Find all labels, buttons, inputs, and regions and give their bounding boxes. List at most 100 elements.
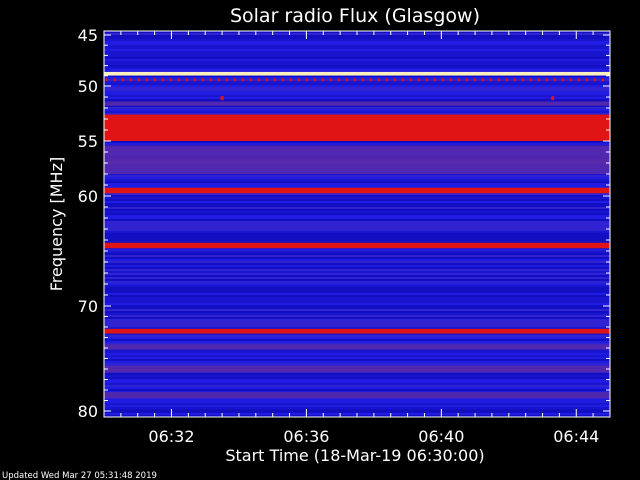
texture-row (104, 361, 610, 363)
texture-row (104, 111, 610, 113)
texture-row (104, 95, 610, 97)
band-dot (458, 78, 460, 82)
texture-row (104, 141, 610, 143)
texture-row (104, 327, 610, 329)
texture-row (104, 377, 610, 379)
x-tick-label: 06:36 (283, 427, 329, 446)
texture-row (104, 313, 610, 315)
texture-row (104, 287, 610, 289)
texture-row (104, 109, 610, 111)
texture-row (104, 259, 610, 261)
texture-row (104, 279, 610, 281)
texture-row (104, 89, 610, 91)
texture-row (104, 75, 610, 77)
band-dot (266, 78, 268, 82)
band-dot (178, 78, 180, 82)
y-tick-label: 80 (78, 402, 98, 421)
band-dot (594, 78, 596, 82)
texture-row (104, 335, 610, 337)
texture-row (104, 333, 610, 335)
band-dot (538, 78, 540, 82)
texture-row (104, 105, 610, 107)
texture-row (104, 357, 610, 359)
band-dot (506, 78, 508, 82)
texture-row (104, 193, 610, 195)
texture-row (104, 285, 610, 287)
texture-row (104, 59, 610, 61)
texture-row (104, 257, 610, 259)
texture-row (104, 241, 610, 243)
band-dot (402, 78, 404, 82)
band-dot (370, 78, 372, 82)
texture-row (104, 407, 610, 409)
texture-row (104, 49, 610, 51)
texture-row (104, 249, 610, 251)
texture-row (104, 269, 610, 271)
texture-row (104, 175, 610, 177)
band-dot (162, 78, 164, 82)
texture-row (104, 85, 610, 87)
texture-row (104, 389, 610, 391)
band-dot (194, 78, 196, 82)
band-dot (218, 78, 220, 82)
texture-row (104, 179, 610, 181)
texture-row (104, 359, 610, 361)
texture-row (104, 81, 610, 83)
texture-row (104, 217, 610, 219)
band-dot (322, 78, 324, 82)
signal-marker (551, 96, 555, 101)
texture-row (104, 225, 610, 227)
x-tick-label: 06:40 (418, 427, 464, 446)
texture-row (104, 143, 610, 145)
texture-row (104, 383, 610, 385)
texture-row (104, 47, 610, 49)
texture-row (104, 271, 610, 273)
texture-row (104, 195, 610, 197)
band-dot (570, 78, 572, 82)
band-dot (514, 78, 516, 82)
x-axis: 06:32 06:36 06:40 06:44 (120, 31, 599, 446)
texture-row (104, 61, 610, 63)
texture-row (104, 403, 610, 405)
texture-row (104, 293, 610, 295)
band-dot (290, 78, 292, 82)
texture-row (104, 231, 610, 233)
texture-row (104, 67, 610, 69)
band-dot (274, 78, 276, 82)
texture-row (104, 277, 610, 279)
y-tick-label: 50 (78, 77, 98, 96)
y-tick-label: 55 (78, 132, 98, 151)
y-axis: 45 50 55 60 70 80 (78, 26, 610, 421)
y-tick-label: 60 (78, 187, 98, 206)
band-dot (362, 78, 364, 82)
band-dot (146, 78, 148, 82)
band-dot (258, 78, 260, 82)
band-dot (474, 78, 476, 82)
texture-row (104, 283, 610, 285)
texture-row (104, 253, 610, 255)
texture-row (104, 107, 610, 109)
band-dot (546, 78, 548, 82)
band-dot (130, 78, 132, 82)
texture-row (104, 363, 610, 365)
x-tick-label: 06:32 (148, 427, 194, 446)
texture-row (104, 43, 610, 45)
texture-row (104, 411, 610, 413)
band-mid (104, 365, 610, 373)
texture-row (104, 295, 610, 297)
texture-row (104, 215, 610, 217)
texture-row (104, 91, 610, 93)
texture-row (104, 237, 610, 239)
texture-row (104, 409, 610, 411)
signal-marker (220, 96, 224, 101)
texture-row (104, 223, 610, 225)
texture-row (104, 99, 610, 101)
band-mid (104, 160, 610, 174)
texture-row (104, 39, 610, 41)
band-dot (226, 78, 228, 82)
band-mid (104, 145, 610, 163)
band-dot (498, 78, 500, 82)
band-dot (482, 78, 484, 82)
y-tick-label: 70 (78, 297, 98, 316)
texture-row (104, 233, 610, 235)
